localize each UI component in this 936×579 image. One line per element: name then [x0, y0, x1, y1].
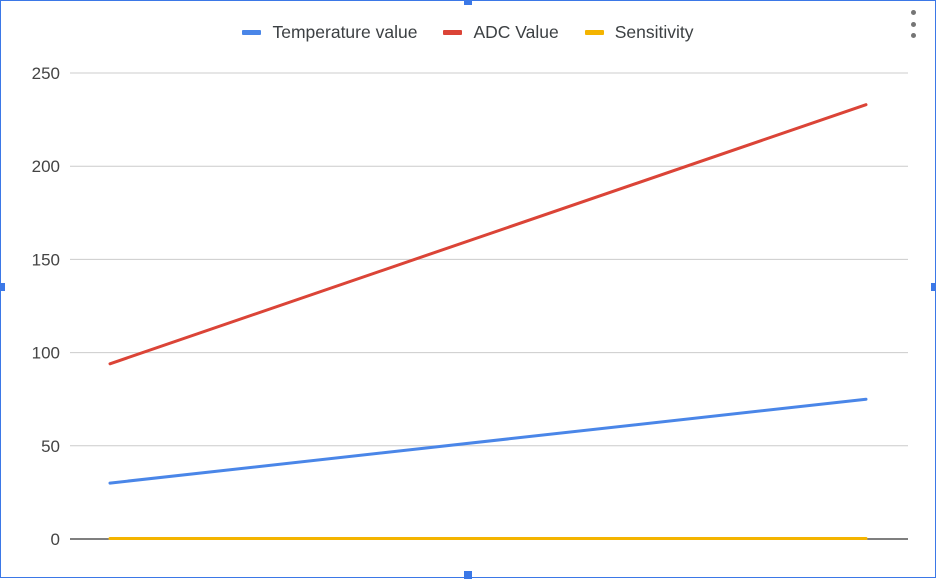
- resize-handle-bottom[interactable]: [464, 571, 472, 579]
- y-tick-label: 200: [32, 157, 60, 176]
- y-tick-label: 150: [32, 250, 60, 269]
- legend-item-sensitivity: Sensitivity: [584, 22, 694, 43]
- y-tick-label: 0: [51, 530, 60, 549]
- menu-dot: [910, 33, 916, 38]
- series-line-adc-value[interactable]: [108, 103, 868, 366]
- resize-handle-right[interactable]: [931, 283, 936, 291]
- legend-swatch-adc: [443, 30, 463, 35]
- y-tick-label: 100: [32, 344, 60, 363]
- legend-swatch-temperature: [242, 30, 262, 35]
- resize-handle-top[interactable]: [464, 0, 472, 5]
- resize-handle-left[interactable]: [0, 283, 5, 291]
- more-vert-icon[interactable]: [906, 10, 920, 38]
- series-line-temperature-value[interactable]: [108, 397, 868, 485]
- y-tick-label: 50: [41, 437, 60, 456]
- legend-item-adc: ADC Value: [443, 22, 559, 43]
- chart-legend: Temperature value ADC Value Sensitivity: [0, 22, 936, 43]
- legend-label-adc: ADC Value: [473, 22, 559, 42]
- menu-dot: [910, 10, 916, 15]
- legend-item-temperature: Temperature value: [242, 22, 417, 43]
- legend-label-sensitivity: Sensitivity: [614, 22, 694, 42]
- legend-label-temperature: Temperature value: [272, 22, 418, 42]
- menu-dot: [910, 21, 916, 27]
- y-tick-label: 250: [32, 64, 60, 83]
- legend-swatch-sensitivity: [584, 30, 604, 35]
